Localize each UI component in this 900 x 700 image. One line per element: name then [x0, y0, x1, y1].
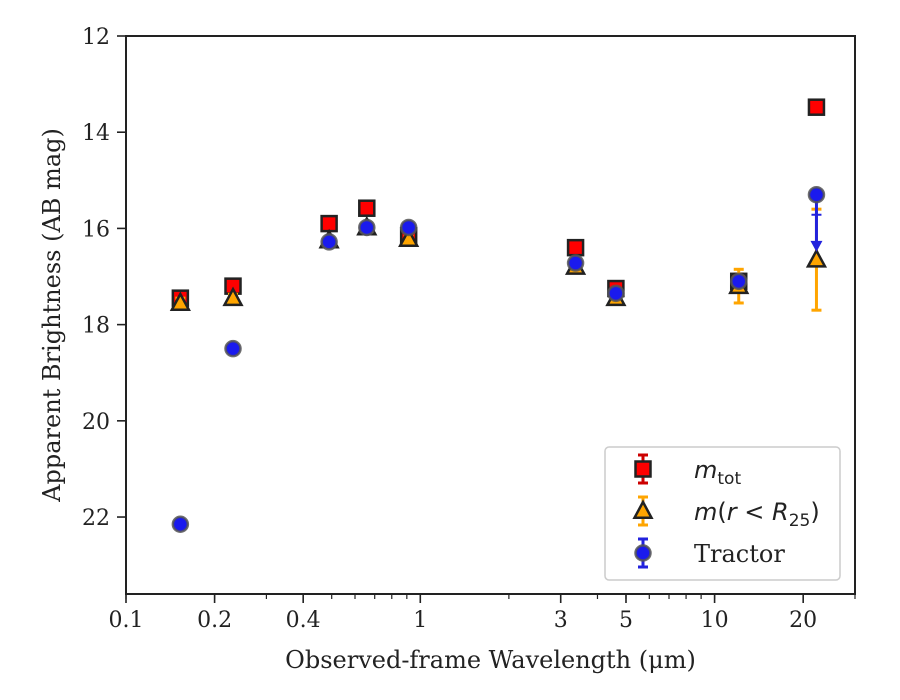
- series-0: [171, 98, 826, 307]
- x-tick-label: 0.1: [109, 608, 144, 633]
- x-tick-label: 0.4: [286, 608, 321, 633]
- legend-text-part: m: [694, 456, 717, 484]
- plot-frame: [125, 35, 856, 595]
- y-tick-label: 12: [82, 25, 110, 50]
- legend-entry-tractor: Tractor: [634, 537, 785, 569]
- legend-label-tractor: Tractor: [694, 540, 785, 568]
- tractor-marker: [171, 515, 190, 533]
- tractor-marker: [224, 339, 242, 358]
- legend-text-part: r: [727, 498, 739, 526]
- x-tick-label: 5: [619, 608, 633, 633]
- tractor-marker: [566, 254, 585, 272]
- tractor-marker: [807, 185, 826, 204]
- tractor-limit-arrow: [810, 240, 823, 252]
- legend-frame: [604, 446, 841, 581]
- tractor-marker: [607, 284, 625, 303]
- y-tick-label: 20: [82, 410, 110, 435]
- m-tot-marker: [807, 98, 826, 116]
- legend-label-m-tot: mtot: [694, 456, 741, 489]
- legend-text-part: (: [717, 498, 726, 526]
- legend-label-m-r25: m(r < R25): [694, 498, 820, 531]
- series-layer: [169, 98, 828, 533]
- tractor-marker: [358, 218, 376, 237]
- x-tick-label: 20: [789, 608, 817, 633]
- y-axis-label: Apparent Brightness (AB mag): [38, 128, 66, 503]
- tractor-marker: [729, 272, 748, 291]
- m-tot-marker: [566, 238, 585, 257]
- legend-text-part: ): [810, 498, 819, 526]
- tractor-marker: [399, 218, 418, 237]
- x-tick-label: 0.2: [197, 608, 232, 633]
- m-tot-marker: [358, 199, 376, 217]
- legend-subscript: tot: [717, 469, 741, 489]
- series-2: [171, 185, 826, 533]
- legend-text-part: R: [772, 498, 789, 526]
- legend-subscript: 25: [789, 511, 811, 531]
- y-tick-label: 18: [82, 314, 110, 339]
- legend-text-part: <: [737, 498, 772, 526]
- series-1: [169, 207, 828, 312]
- axis-layer: 0.1 0.2 0.4 1 3 5 10 20 12 14 16 18 20 22: [82, 25, 856, 633]
- legend-entry-m-r25: m(r < R25): [632, 495, 820, 531]
- y-tick-label: 22: [82, 506, 110, 531]
- legend-text-part: m: [694, 498, 717, 526]
- m-r25-marker: [169, 291, 191, 311]
- x-tick-label: 3: [554, 608, 568, 633]
- y-tick-label: 14: [82, 121, 110, 146]
- x-tick-label: 1: [413, 608, 427, 633]
- m-r25-marker: [222, 286, 244, 307]
- x-tick-label: 10: [701, 608, 729, 633]
- x-axis-label: Observed-frame Wavelength (μm): [285, 646, 696, 674]
- m-r25-marker: [805, 248, 828, 268]
- tractor-marker: [320, 233, 338, 251]
- m-r25-marker: [632, 499, 654, 519]
- m-r25-marker: [398, 227, 420, 247]
- y-tick-label: 16: [82, 217, 110, 242]
- tractor-marker: [634, 544, 652, 562]
- m-tot-marker: [634, 460, 652, 478]
- legend-entry-m-tot: mtot: [634, 453, 741, 489]
